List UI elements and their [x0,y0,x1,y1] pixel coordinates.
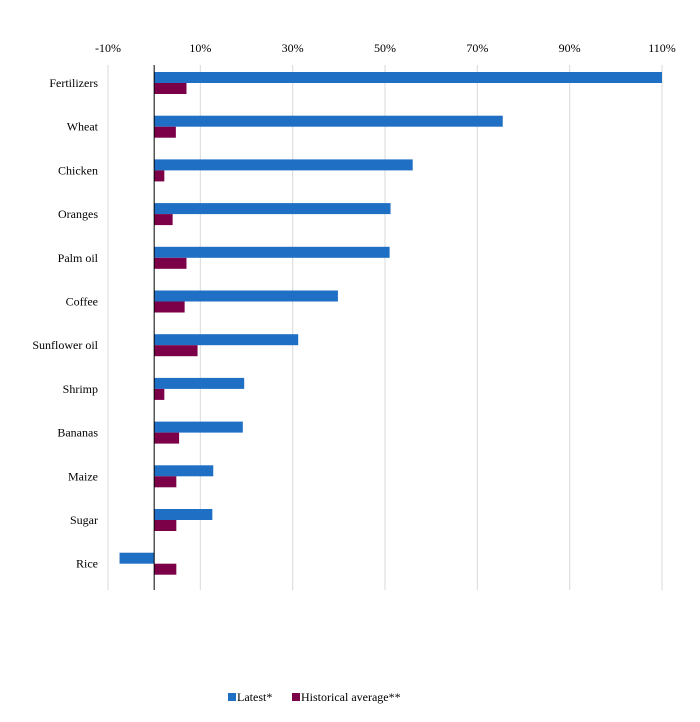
bar-latest [154,421,243,433]
x-tick-label: 90% [559,41,581,55]
bar-historical-average [154,563,177,575]
bar-historical-average [154,520,177,531]
bar-latest [154,246,390,258]
x-tick-label: -10% [95,41,121,55]
bar-historical-average [154,83,187,94]
x-tick-label: 110% [648,41,676,55]
bar-historical-average [154,170,165,182]
bar-latest [154,509,213,520]
category-label: Chicken [58,163,98,177]
x-axis-tick-labels: -10% 10% 30% 50% 70% 90% 110% [95,41,676,55]
category-label: Fertilizers [49,76,98,90]
bar-historical-average [154,257,187,269]
legend-label: Historical average** [301,690,401,704]
bar-historical-average [154,214,173,226]
bar-latest [154,115,503,127]
bar-latest [154,377,245,389]
category-label: Palm oil [58,251,99,265]
bar-historical-average [154,476,177,488]
bar-latest [154,290,338,302]
bar-historical-average [154,301,185,313]
x-tick-label: 10% [189,41,211,55]
x-tick-label: 30% [282,41,304,55]
bar-latest [154,203,391,215]
category-label: Maize [68,469,98,483]
category-label: Oranges [58,207,98,221]
bar-latest [154,72,662,83]
gridlines [107,65,663,590]
category-label: Bananas [57,426,98,440]
category-label: Rice [76,557,98,571]
legend: Latest* Historical average** [228,690,401,704]
legend-label: Latest* [237,690,272,704]
bar-latest [154,334,299,346]
x-tick-label: 70% [466,41,488,55]
bar-historical-average [154,388,165,400]
category-label: Sugar [70,513,98,527]
bar-latest [119,552,155,564]
category-label: Shrimp [63,382,98,396]
bar-latest [154,159,413,171]
category-label: Wheat [67,120,99,134]
bar-historical-average [154,345,198,357]
bar-historical-average [154,126,176,138]
category-label: Sunflower oil [32,338,98,352]
legend-swatch [228,693,236,701]
bar-latest [154,465,214,477]
legend-swatch [292,693,300,701]
bars [119,72,662,575]
bar-historical-average [154,432,180,444]
category-label: Coffee [66,295,98,309]
x-tick-label: 50% [374,41,396,55]
category-labels: Fertilizers Wheat Chicken Oranges Palm oil Co… [32,76,98,571]
